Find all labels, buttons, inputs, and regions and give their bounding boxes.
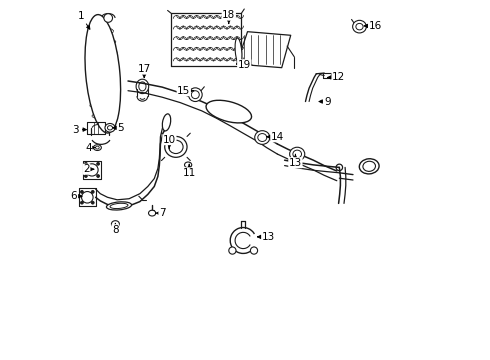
- Circle shape: [80, 190, 83, 193]
- Circle shape: [229, 247, 236, 254]
- Circle shape: [84, 175, 87, 177]
- Circle shape: [250, 247, 258, 254]
- Circle shape: [186, 163, 190, 167]
- Text: 11: 11: [183, 165, 196, 178]
- Text: 14: 14: [267, 132, 284, 142]
- Circle shape: [97, 175, 99, 177]
- Text: 8: 8: [112, 224, 119, 235]
- Ellipse shape: [106, 202, 131, 210]
- Text: 2: 2: [83, 164, 94, 174]
- Text: 12: 12: [328, 72, 345, 82]
- Ellipse shape: [353, 21, 367, 33]
- Text: 17: 17: [138, 64, 151, 78]
- Ellipse shape: [85, 15, 121, 133]
- Ellipse shape: [235, 38, 242, 65]
- Ellipse shape: [255, 131, 270, 144]
- Ellipse shape: [148, 210, 156, 216]
- Text: 3: 3: [73, 125, 86, 135]
- Circle shape: [104, 14, 113, 22]
- Ellipse shape: [206, 100, 251, 123]
- Ellipse shape: [162, 114, 171, 131]
- Circle shape: [91, 201, 94, 204]
- Circle shape: [84, 162, 87, 165]
- Ellipse shape: [359, 159, 379, 174]
- Text: 5: 5: [113, 123, 124, 133]
- Text: 1: 1: [78, 11, 90, 29]
- Text: 6: 6: [71, 191, 82, 201]
- Text: 19: 19: [238, 60, 251, 70]
- Text: 18: 18: [222, 10, 235, 23]
- Text: 9: 9: [319, 96, 331, 107]
- Ellipse shape: [189, 88, 202, 102]
- Text: 13: 13: [289, 154, 302, 168]
- Ellipse shape: [290, 147, 305, 161]
- Circle shape: [86, 164, 98, 176]
- Text: 13: 13: [258, 232, 275, 242]
- Circle shape: [91, 190, 94, 193]
- Text: 7: 7: [155, 208, 166, 218]
- Ellipse shape: [94, 145, 101, 150]
- Circle shape: [81, 192, 93, 203]
- Ellipse shape: [165, 136, 187, 157]
- Text: 4: 4: [85, 143, 95, 153]
- Ellipse shape: [111, 221, 120, 227]
- Ellipse shape: [105, 123, 115, 132]
- Text: 16: 16: [364, 21, 382, 31]
- Text: 10: 10: [163, 135, 176, 148]
- Circle shape: [97, 162, 99, 165]
- Ellipse shape: [185, 162, 192, 168]
- Circle shape: [80, 201, 83, 204]
- Text: 15: 15: [177, 86, 194, 96]
- Circle shape: [113, 221, 118, 226]
